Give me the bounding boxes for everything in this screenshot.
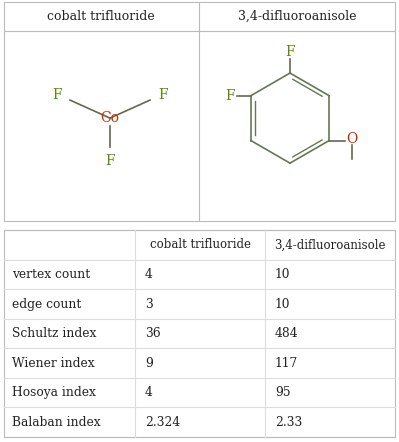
Text: F: F (285, 45, 295, 59)
Text: Schultz index: Schultz index (12, 327, 97, 340)
Text: Co: Co (101, 111, 119, 125)
Text: 9: 9 (145, 357, 153, 370)
Text: 10: 10 (275, 297, 290, 311)
Text: O: O (346, 132, 358, 145)
Text: 3,4-difluoroanisole: 3,4-difluoroanisole (274, 239, 386, 251)
Text: edge count: edge count (12, 297, 81, 311)
Text: Wiener index: Wiener index (12, 357, 95, 370)
Text: 36: 36 (145, 327, 161, 340)
Text: 3,4-difluoroanisole: 3,4-difluoroanisole (238, 10, 356, 23)
Text: vertex count: vertex count (12, 268, 90, 281)
Text: 484: 484 (275, 327, 298, 340)
Text: cobalt trifluoride: cobalt trifluoride (47, 10, 155, 23)
Text: 2.324: 2.324 (145, 416, 180, 429)
Text: Hosoya index: Hosoya index (12, 386, 96, 399)
Text: Balaban index: Balaban index (12, 416, 101, 429)
Text: 2.33: 2.33 (275, 416, 302, 429)
Text: F: F (52, 88, 62, 102)
Text: F: F (158, 88, 168, 102)
Text: cobalt trifluoride: cobalt trifluoride (150, 239, 251, 251)
Text: F: F (225, 88, 235, 103)
Text: 4: 4 (145, 268, 153, 281)
Text: 3: 3 (145, 297, 153, 311)
Text: 10: 10 (275, 268, 290, 281)
Text: F: F (105, 154, 115, 168)
Text: 117: 117 (275, 357, 298, 370)
Text: 95: 95 (275, 386, 290, 399)
Text: 4: 4 (145, 386, 153, 399)
